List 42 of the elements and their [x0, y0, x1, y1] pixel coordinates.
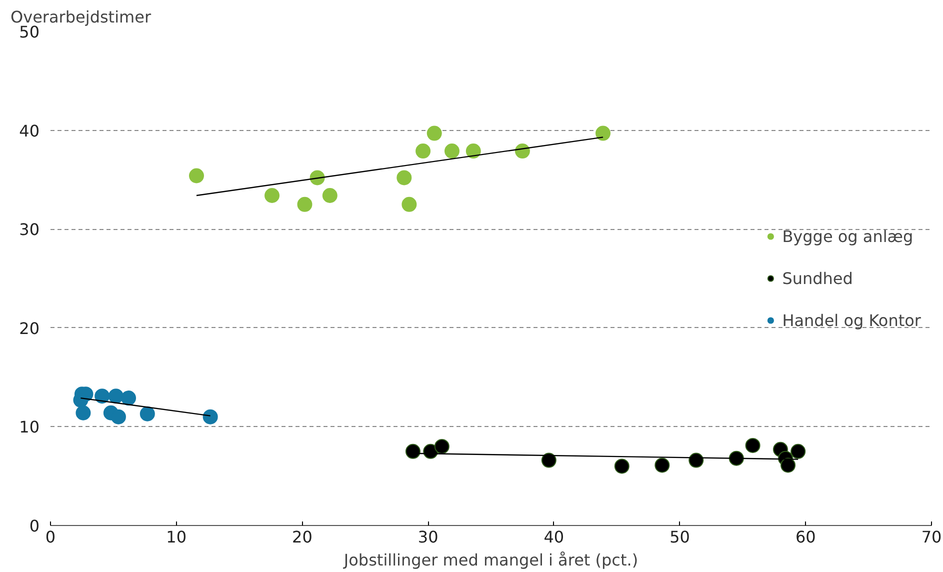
x-tick-label: 50 [670, 528, 690, 546]
y-tick-label: 30 [19, 220, 40, 240]
point [728, 450, 744, 466]
point [745, 438, 760, 453]
legend-label: Sundhed [782, 268, 853, 288]
x-tick-label: 60 [795, 528, 816, 546]
point [444, 144, 460, 159]
point [402, 196, 417, 212]
y-tick-label: 20 [19, 318, 40, 338]
x-tick-label: 30 [418, 528, 438, 546]
x-tick-label: 10 [166, 528, 187, 546]
point [297, 196, 312, 212]
x-tick-label: 40 [544, 528, 564, 546]
point [322, 188, 338, 203]
x-axis-title: Jobstillinger med mangel i året (pct.) [342, 550, 638, 570]
point [110, 409, 126, 424]
y-tick-label: 40 [19, 121, 40, 140]
y-tick-label: 10 [19, 418, 40, 437]
point [426, 126, 442, 141]
point [466, 144, 481, 159]
point [396, 170, 412, 186]
point [264, 188, 280, 203]
x-tick-label: 20 [292, 528, 312, 546]
point [416, 144, 431, 159]
point [596, 126, 611, 141]
point [202, 409, 218, 424]
x-tick-label: 0 [45, 528, 56, 546]
point [790, 444, 806, 459]
point [140, 406, 155, 422]
point [405, 444, 420, 459]
point [188, 168, 204, 184]
x-tick-label: 70 [921, 528, 942, 546]
point [94, 388, 110, 404]
point [434, 438, 450, 454]
point [780, 458, 796, 473]
legend-label: Bygge og anlæg [782, 226, 914, 246]
point [121, 390, 136, 406]
point [76, 405, 91, 420]
legend-label: Handel og Kontor [782, 310, 921, 330]
point [614, 458, 630, 474]
point [654, 458, 670, 473]
point [541, 452, 556, 468]
